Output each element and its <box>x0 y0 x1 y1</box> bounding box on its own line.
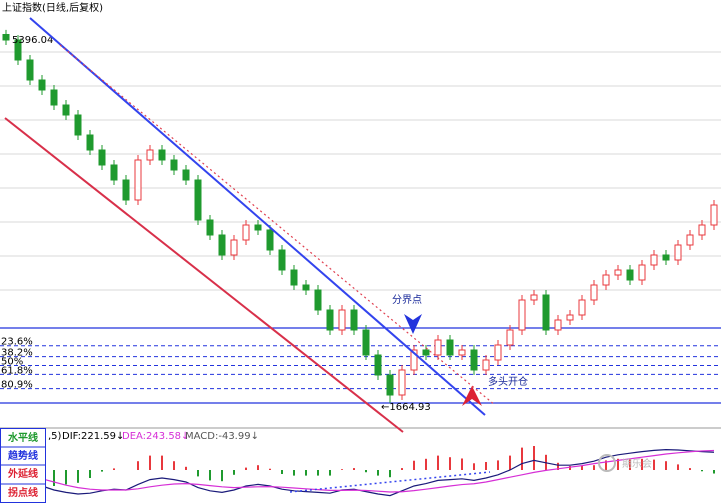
candle <box>578 299 586 316</box>
candle <box>326 309 334 331</box>
candle <box>158 149 166 161</box>
candle <box>350 309 358 331</box>
layout <box>0 51 721 429</box>
candle <box>470 349 478 371</box>
candle <box>302 284 310 291</box>
candle <box>290 269 298 286</box>
candle <box>602 274 610 286</box>
candle <box>626 269 634 281</box>
macd-prefix: ,5) <box>48 431 62 442</box>
candle <box>110 164 118 181</box>
candle <box>662 254 670 261</box>
candle <box>194 179 202 221</box>
tool-panel: 水平线 趋势线 外延线 拐点线 <box>0 428 46 503</box>
macd-line <box>5 449 715 493</box>
fib-label: 61.8% <box>1 365 33 376</box>
candle <box>542 294 550 331</box>
candle <box>278 249 286 271</box>
candle <box>410 349 418 371</box>
watermark: 期乐会 <box>622 457 652 470</box>
candle <box>122 179 130 201</box>
candle <box>530 294 538 301</box>
candle <box>434 339 442 356</box>
plot: 23.6%38.2%50%61.8% 80.9% 5396.04 ←1664.93 <box>0 29 721 497</box>
price-label: ←1664.93 <box>381 402 431 413</box>
candle <box>482 359 490 371</box>
chart-title: 上证指数(日线,后复权) <box>2 1 103 14</box>
legend-entry: DEA:243.58↓ <box>122 431 189 442</box>
candle <box>494 344 502 361</box>
legend-entry: MACD:-43.99↓ <box>185 431 259 442</box>
candle <box>698 224 706 236</box>
candle <box>62 104 70 116</box>
candle <box>38 79 46 91</box>
candle <box>98 149 106 166</box>
candle <box>206 219 214 236</box>
candle <box>398 369 406 396</box>
candle <box>362 329 370 356</box>
candle <box>686 234 694 246</box>
candle <box>650 254 658 266</box>
tool-button[interactable]: 水平线 <box>7 431 38 444</box>
candle <box>266 229 274 251</box>
macd-line <box>5 448 715 497</box>
drawings <box>4 17 496 493</box>
candle <box>386 374 394 396</box>
annotation: 多头开仓 <box>488 375 528 388</box>
candle <box>50 89 58 106</box>
candle <box>2 34 10 41</box>
candle <box>86 134 94 151</box>
candle <box>146 149 154 161</box>
annotation: 分界点 <box>392 294 422 306</box>
candle <box>314 289 322 311</box>
candle <box>566 314 574 321</box>
candle <box>590 284 598 301</box>
candle <box>554 319 562 331</box>
candle <box>674 244 682 261</box>
tool-button[interactable]: 趋势线 <box>8 449 38 462</box>
candle <box>710 204 718 226</box>
candle <box>422 349 430 356</box>
candle <box>518 299 526 331</box>
candle <box>446 339 454 356</box>
candle <box>242 224 250 241</box>
price-label: 5396.04 <box>12 35 53 46</box>
candle <box>182 169 190 181</box>
candle <box>506 329 514 346</box>
candle <box>14 39 22 61</box>
candle <box>374 354 382 376</box>
candle <box>614 269 622 276</box>
fib-label: 80.9% <box>1 380 33 391</box>
candle <box>170 159 178 171</box>
candle <box>230 239 238 256</box>
candle <box>638 264 646 281</box>
fib-label: 23.6% <box>1 337 33 348</box>
candle <box>218 234 226 256</box>
legend-entry: DIF:221.59↓ <box>62 431 124 442</box>
fib-label: 38.2% <box>1 348 33 359</box>
watermark-icon <box>598 454 616 472</box>
candle <box>254 224 262 231</box>
candle <box>74 114 82 136</box>
tool-button[interactable]: 拐点线 <box>8 486 38 499</box>
candle <box>134 159 142 201</box>
candle <box>338 309 346 331</box>
candle <box>26 59 34 81</box>
tool-button[interactable]: 外延线 <box>7 467 38 480</box>
candle <box>458 349 466 356</box>
fib-label: 50% <box>1 357 23 368</box>
